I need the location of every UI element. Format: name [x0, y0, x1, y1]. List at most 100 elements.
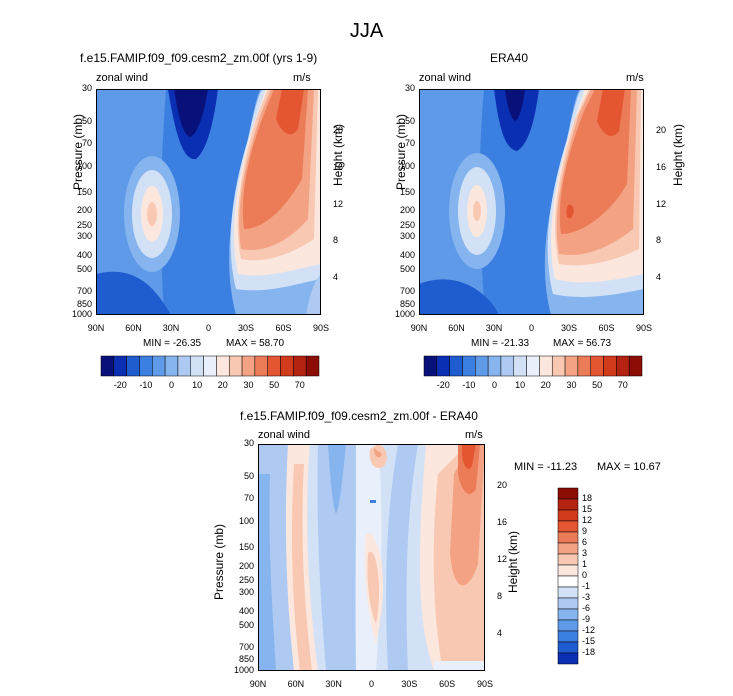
- colorbar-label: 20: [540, 380, 551, 390]
- y-tick-label: 1000: [71, 309, 92, 319]
- plot-frame: [258, 444, 485, 671]
- y-tick-label-right: 12: [656, 198, 667, 209]
- y-tick-label-right: 4: [497, 628, 503, 638]
- colorbar-label: -6: [582, 603, 591, 613]
- y-tick-label: 50: [404, 115, 415, 126]
- y-tick-label: 500: [76, 264, 92, 275]
- y-tick-label-right: 16: [656, 161, 667, 172]
- y-tick-label-right: 4: [333, 272, 339, 283]
- y-tick-label: 70: [243, 492, 254, 503]
- y-tick-label-right: 20: [656, 124, 667, 135]
- x-tick-label: 90N: [410, 323, 428, 333]
- y-tick-label: 300: [399, 231, 415, 242]
- colorbar-label: -12: [582, 625, 596, 635]
- colorbar-swatch: [557, 597, 579, 610]
- min-label: MIN = -26.35: [143, 338, 202, 349]
- colorbar-label: 70: [617, 380, 628, 390]
- y-tick-label-right: 12: [497, 554, 508, 565]
- colorbar-swatch: [436, 355, 450, 377]
- colorbar-swatch: [164, 355, 179, 377]
- colorbar-label: -9: [582, 614, 591, 624]
- y-tick-label: 400: [76, 249, 92, 260]
- colorbar-swatch: [557, 498, 579, 511]
- y-axis-label-right: Height (km): [671, 124, 685, 187]
- colorbar-label: 30: [243, 380, 254, 390]
- y-tick-label: 250: [238, 575, 254, 586]
- colorbar-label: 15: [582, 504, 593, 514]
- colorbar-label: 30: [566, 380, 577, 390]
- colorbar-swatch: [500, 355, 515, 377]
- colorbar: [557, 487, 579, 665]
- units-label: m/s: [626, 72, 644, 84]
- colorbar-label: 0: [169, 380, 175, 390]
- plot-frame: [96, 89, 321, 315]
- x-tick-label: 90S: [476, 679, 493, 689]
- colorbar-label: -20: [113, 380, 127, 390]
- x-tick-label: 30N: [162, 323, 180, 333]
- y-tick-label-right: 20: [497, 480, 508, 491]
- y-tick-label: 850: [399, 298, 415, 309]
- colorbar-label: -10: [462, 380, 476, 390]
- colorbar-swatch: [113, 355, 127, 377]
- y-tick-label-right: 8: [333, 235, 339, 246]
- variable-label: zonal wind: [419, 72, 471, 84]
- y-tick-label-right: 8: [656, 235, 662, 246]
- x-tick-label: 30S: [237, 323, 254, 333]
- y-tick-label: 50: [81, 115, 92, 126]
- colorbar: [100, 355, 320, 377]
- y-tick-label: 100: [399, 160, 415, 171]
- y-tick-label: 500: [238, 620, 254, 631]
- colorbar-swatch: [280, 355, 294, 377]
- y-tick-label-right: 12: [333, 198, 344, 209]
- colorbar-label: 10: [515, 380, 526, 390]
- colorbar-swatch: [577, 355, 591, 377]
- y-tick-label-right: 16: [497, 517, 508, 528]
- colorbar-swatch: [449, 355, 463, 377]
- colorbar-label: 50: [269, 380, 280, 390]
- colorbar-swatch: [126, 355, 140, 377]
- colorbar-swatch: [293, 355, 307, 377]
- y-tick-label: 400: [238, 605, 254, 616]
- y-tick-label: 850: [76, 298, 92, 309]
- contour-fill: [258, 444, 485, 671]
- colorbar-swatch: [557, 542, 579, 555]
- y-tick-label: 850: [238, 654, 254, 665]
- panel-title: f.e15.FAMIP.f09_f09.cesm2_zm.00f (yrs 1-…: [80, 51, 318, 65]
- y-tick-label: 250: [76, 219, 92, 230]
- max-label: MAX = 10.67: [597, 461, 661, 473]
- colorbar-swatch: [190, 355, 204, 377]
- x-tick-label: 60N: [125, 323, 142, 333]
- colorbar-swatch: [603, 355, 617, 377]
- colorbar-label: 10: [192, 380, 203, 390]
- panel-title: f.e15.FAMIP.f09_f09.cesm2_zm.00f - ERA40: [240, 409, 478, 423]
- colorbar-label: -1: [582, 581, 591, 591]
- colorbar-swatch: [526, 355, 540, 377]
- colorbar-swatch: [590, 355, 604, 377]
- colorbar-label: -10: [139, 380, 153, 390]
- colorbar-label: 1: [582, 559, 588, 569]
- variable-label: zonal wind: [258, 429, 310, 441]
- colorbar-swatch: [557, 586, 579, 599]
- y-tick-label-right: 16: [333, 161, 344, 172]
- x-tick-label: 30N: [325, 679, 342, 689]
- contour-fill: [96, 89, 321, 315]
- colorbar-swatch: [557, 487, 579, 500]
- y-tick-label: 100: [76, 160, 92, 171]
- colorbar-swatch: [557, 630, 579, 643]
- x-tick-label: 0: [368, 679, 374, 689]
- colorbar-swatch: [228, 355, 243, 377]
- x-tick-label: 90N: [87, 323, 105, 333]
- colorbar-swatch: [100, 355, 115, 377]
- colorbar-swatch: [487, 355, 502, 377]
- colorbar-label: 0: [492, 380, 498, 390]
- variable-label: zonal wind: [96, 72, 148, 84]
- colorbar-swatch: [551, 355, 566, 377]
- colorbar-swatch: [177, 355, 192, 377]
- y-tick-label: 400: [399, 249, 415, 260]
- y-axis-label-left: Pressure (mb): [71, 113, 85, 190]
- plot-frame: [419, 89, 644, 315]
- colorbar-swatch: [139, 355, 153, 377]
- colorbar-swatch: [557, 564, 579, 577]
- colorbar-swatch: [216, 355, 230, 377]
- colorbar-swatch: [423, 355, 438, 377]
